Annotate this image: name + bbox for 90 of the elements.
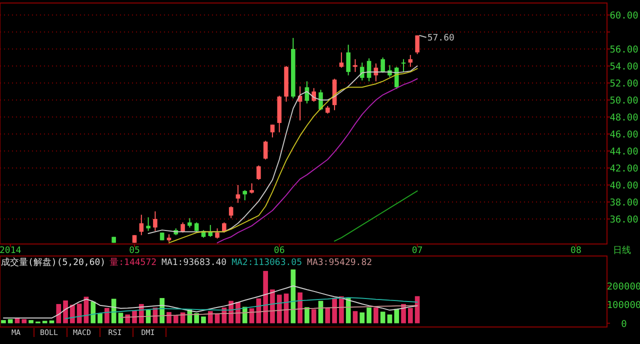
y-tick-label: 38.00	[610, 198, 639, 209]
candlestick	[146, 216, 150, 232]
candlestick	[153, 210, 158, 232]
candlestick	[353, 58, 358, 72]
bar	[1, 320, 6, 324]
bar	[311, 309, 316, 324]
bar	[42, 320, 48, 324]
candlestick	[250, 182, 254, 194]
bar	[90, 302, 96, 324]
bar	[298, 292, 302, 324]
candlestick	[263, 140, 268, 160]
candlestick	[360, 62, 364, 81]
text: 日线	[613, 245, 631, 256]
candlestick	[318, 89, 323, 111]
candlestick	[339, 52, 344, 68]
y-tick-label: 44.00	[610, 146, 639, 158]
x-tick-label: 07	[412, 246, 423, 256]
bar	[49, 320, 54, 324]
candlestick	[228, 206, 234, 219]
bar	[14, 318, 20, 324]
y-tick-label: 56.00	[610, 44, 639, 56]
bar	[263, 270, 268, 324]
line-series	[334, 190, 418, 242]
candlestick	[194, 222, 199, 234]
bar	[366, 308, 372, 324]
x-tick-label: 06	[274, 246, 285, 256]
bar	[98, 314, 102, 324]
bar	[22, 319, 27, 324]
bar	[414, 296, 420, 324]
y-tick-label: 40.00	[610, 180, 639, 192]
bar	[201, 316, 206, 324]
y-tick-label: 0	[621, 318, 628, 330]
y-tick-label: 48.00	[610, 112, 639, 124]
candlestick	[312, 88, 316, 102]
bar	[408, 308, 413, 324]
x-tick-label: 08	[570, 246, 582, 256]
y-tick-label: 42.00	[610, 164, 639, 174]
bar	[270, 289, 275, 324]
bar	[360, 312, 365, 324]
bar	[194, 313, 199, 324]
bar	[374, 308, 378, 324]
y-tick-label: 52.00	[610, 78, 639, 90]
bar	[394, 308, 400, 324]
y-tick-label: 36.00	[610, 214, 639, 226]
candlestick	[139, 214, 144, 236]
bar	[290, 269, 296, 324]
candlestick	[401, 58, 406, 72]
text: MA2:113063.05	[232, 258, 302, 268]
candlestick	[215, 228, 220, 240]
bar	[56, 304, 62, 324]
bar	[208, 311, 213, 324]
x-tick-label: 2014	[0, 246, 22, 256]
bar	[166, 312, 172, 324]
annotation: 57.60	[427, 33, 454, 44]
candlestick	[380, 56, 385, 74]
y-tick-label: 60.00	[610, 10, 639, 22]
bar	[325, 308, 330, 324]
bar	[76, 304, 82, 324]
bar	[304, 307, 310, 324]
text: MA1:93683.40	[162, 258, 227, 268]
line-series	[2, 285, 418, 319]
text: MA3:95429.82	[307, 258, 372, 268]
x-tick-label: 05	[129, 246, 140, 256]
candlestick	[270, 124, 275, 138]
bar	[70, 304, 75, 324]
y-tick-label: 50.00	[610, 95, 639, 106]
y-tick-label: 46.00	[610, 130, 639, 140]
bar	[387, 314, 392, 324]
bar	[214, 314, 220, 324]
text: 量:144572	[110, 257, 157, 268]
candlestick	[188, 218, 192, 228]
candlestick	[346, 44, 350, 76]
bar	[380, 312, 386, 324]
y-tick-label: 54.00	[610, 61, 639, 72]
candlestick	[415, 34, 420, 55]
bar	[28, 320, 34, 324]
bar	[8, 319, 13, 324]
bar	[63, 300, 68, 324]
bar	[276, 294, 282, 324]
bar	[339, 296, 344, 324]
candlestick	[408, 54, 413, 68]
bar	[352, 311, 358, 324]
line-series	[216, 78, 418, 244]
candlestick	[242, 190, 248, 201]
bar	[173, 316, 178, 324]
bar	[104, 308, 110, 324]
candlestick	[256, 164, 261, 180]
chart-title: 成交量(解盘)(5,20,60)	[1, 257, 106, 268]
line-series	[120, 305, 418, 318]
line-series	[65, 297, 418, 320]
